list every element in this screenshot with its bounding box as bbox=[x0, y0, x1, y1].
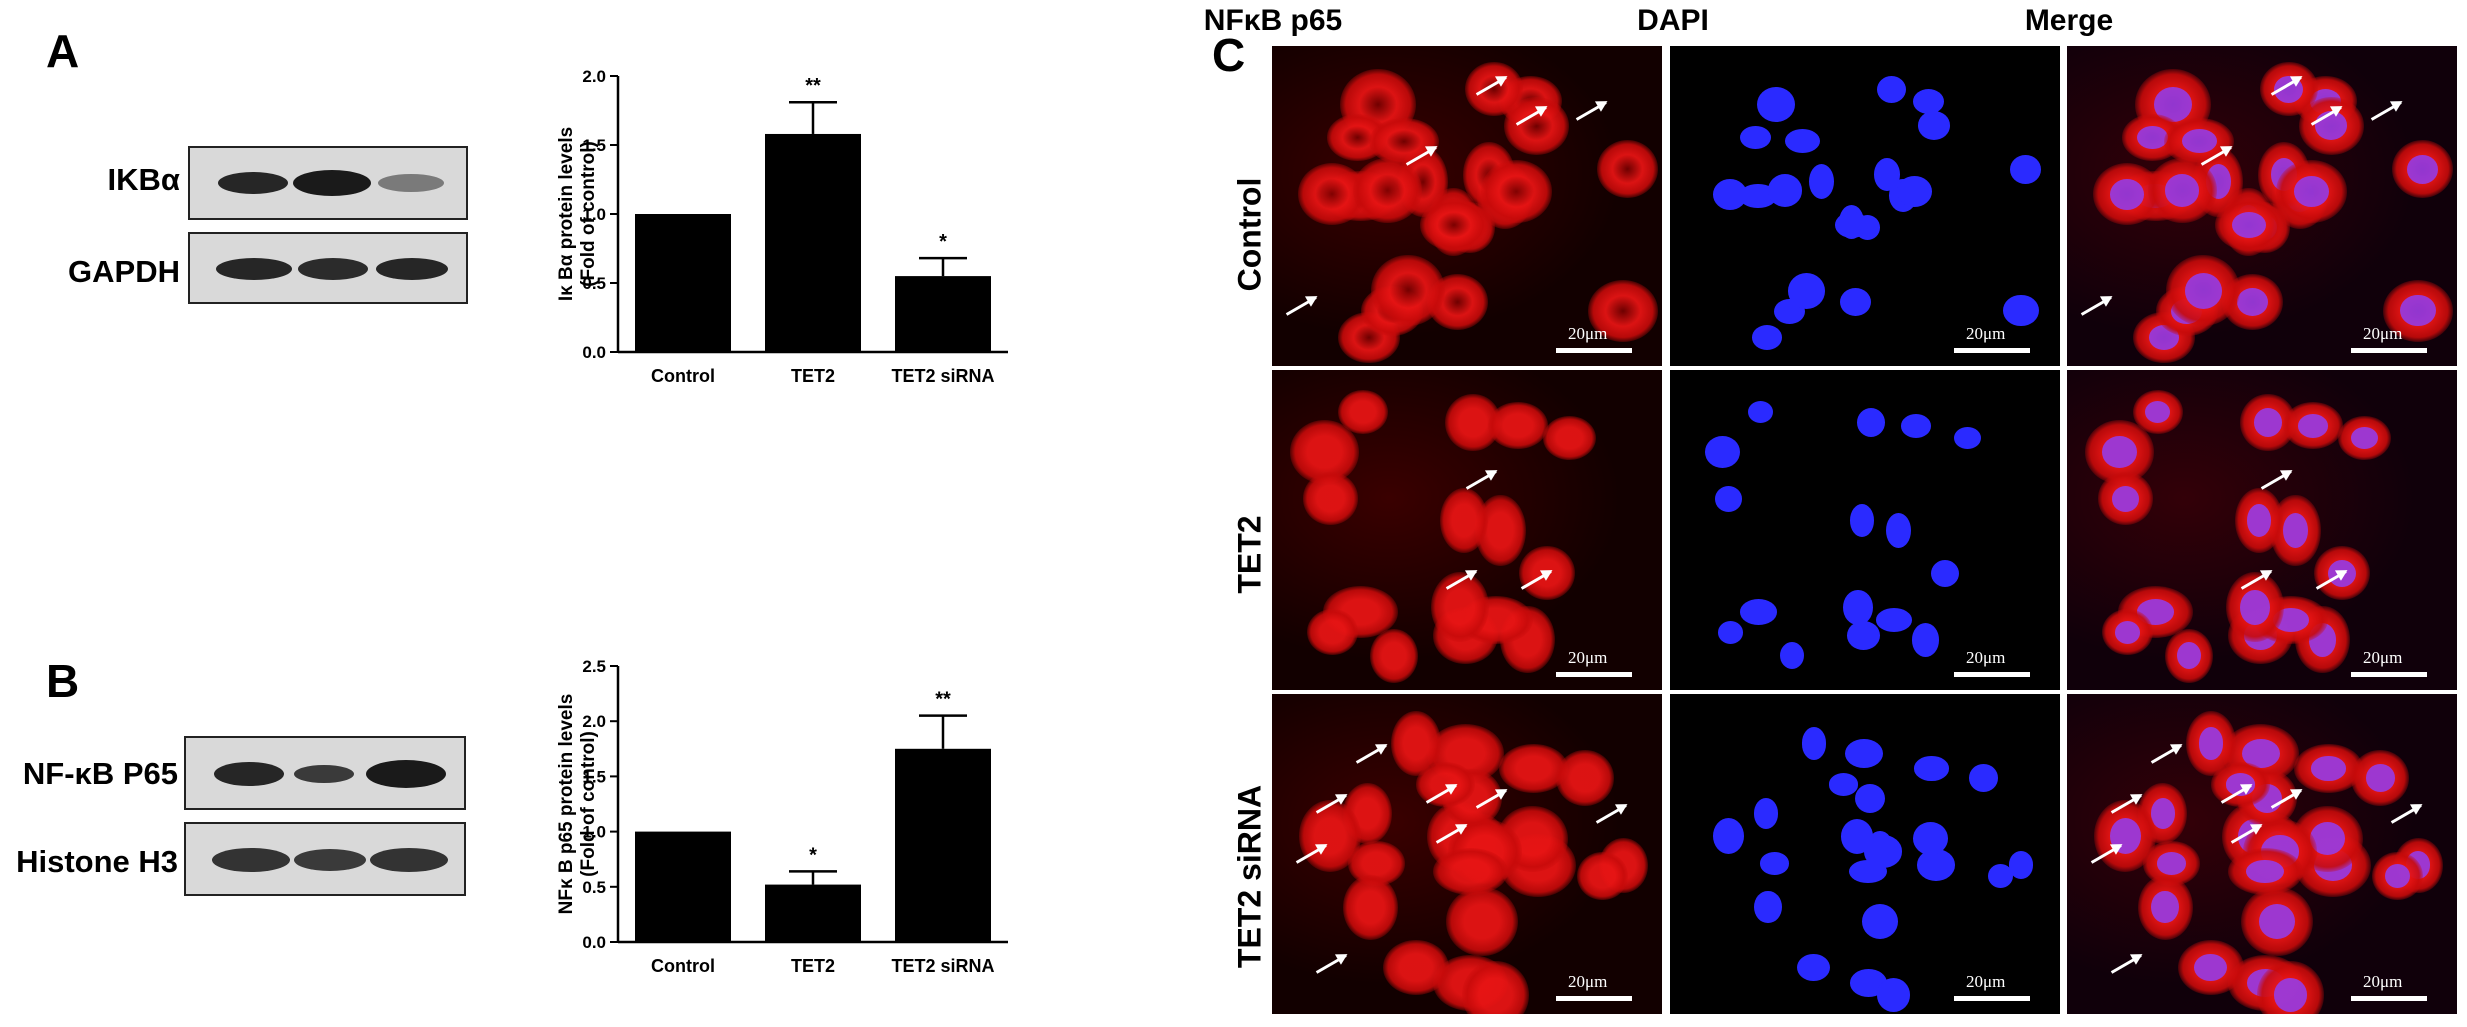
blot-label-ikba: IKBα bbox=[107, 162, 180, 197]
scale-bar-label: 20μm bbox=[1568, 972, 1608, 991]
significance-marker: ** bbox=[935, 689, 951, 711]
y-tick-label: 1.0 bbox=[582, 205, 606, 224]
western-blot-gapdh bbox=[188, 232, 468, 304]
column-header-nfkb-p65: NFκB p65 bbox=[1203, 4, 1343, 37]
scale-bar bbox=[2351, 672, 2427, 677]
blot-label-histone-h3: Histone H3 bbox=[16, 844, 178, 879]
western-blot-histone-h3 bbox=[184, 822, 466, 896]
panel-letter-a: A bbox=[46, 25, 80, 77]
bar-tet2 bbox=[765, 133, 861, 352]
micrograph-control-nfkb: 20μm bbox=[1272, 46, 1662, 366]
micrograph-tet2-nfkb: 20μm bbox=[1272, 370, 1662, 690]
bar-chart-ikba: Iκ Bα protein levels(Fold of control) 0.0… bbox=[556, 67, 1008, 386]
column-header-merge: Merge bbox=[2024, 4, 2114, 37]
scale-bar-label: 20μm bbox=[1966, 324, 2006, 343]
x-tick-label: TET2 bbox=[791, 956, 835, 976]
bar-tet2-sirna bbox=[895, 748, 991, 942]
scale-bar bbox=[1954, 672, 2030, 677]
y-axis-label: Iκ Bα protein levels(Fold of control) bbox=[556, 127, 599, 301]
panel-letter-b: B bbox=[46, 655, 80, 707]
bar-tet2 bbox=[765, 884, 861, 942]
micrograph-tet2-merge: 20μm bbox=[2067, 370, 2457, 690]
significance-marker: * bbox=[939, 231, 947, 253]
y-axis-label: NFκ B p65 protein levels(Fold of control… bbox=[556, 694, 599, 915]
x-tick-label: TET2 siRNA bbox=[891, 366, 994, 386]
blot-label-nfkb-p65: NF-κB P65 bbox=[22, 756, 178, 791]
blot-label-gapdh: GAPDH bbox=[68, 254, 180, 289]
x-tick-label: TET2 bbox=[791, 366, 835, 386]
bar-tet2-sirna bbox=[895, 276, 991, 352]
scale-bar bbox=[1556, 348, 1632, 353]
bar-control bbox=[635, 214, 731, 352]
y-tick-label: 2.0 bbox=[582, 712, 606, 731]
y-tick-label: 0.5 bbox=[582, 274, 606, 293]
column-header-dapi: DAPI bbox=[1637, 4, 1709, 37]
y-tick-label: 1.0 bbox=[582, 823, 606, 842]
scale-bar-label: 20μm bbox=[2363, 648, 2403, 667]
western-blot-nfkb-p65 bbox=[184, 736, 466, 810]
x-tick-label: Control bbox=[651, 366, 715, 386]
y-tick-label: 0.5 bbox=[582, 878, 606, 897]
significance-marker: * bbox=[809, 844, 817, 866]
scale-bar-label: 20μm bbox=[1568, 648, 1608, 667]
x-tick-label: Control bbox=[651, 956, 715, 976]
micrograph-tet2-sirna-merge: 20μm bbox=[2067, 694, 2457, 1014]
panel-letter-c: C bbox=[1212, 29, 1246, 81]
scale-bar bbox=[2351, 348, 2427, 353]
micrograph-tet2-dapi: 20μm bbox=[1670, 370, 2060, 690]
y-tick-label: 1.5 bbox=[582, 136, 606, 155]
micrograph-tet2-sirna-dapi: 20μm bbox=[1670, 694, 2060, 1014]
micrograph-tet2-sirna-nfkb: 20μm bbox=[1272, 694, 1662, 1014]
scale-bar bbox=[1556, 672, 1632, 677]
scale-bar-label: 20μm bbox=[1966, 972, 2006, 991]
scale-bar-label: 20μm bbox=[2363, 324, 2403, 343]
scale-bar-label: 20μm bbox=[2363, 972, 2403, 991]
micrograph-control-merge: 20μm bbox=[2067, 46, 2457, 366]
y-tick-label: 0.0 bbox=[582, 343, 606, 362]
scale-bar bbox=[2351, 996, 2427, 1001]
bar-chart-nfkb-p65: NFκ B p65 protein levels(Fold of control… bbox=[556, 657, 1008, 976]
western-blot-ikba bbox=[188, 146, 468, 220]
x-tick-label: TET2 siRNA bbox=[891, 956, 994, 976]
y-tick-label: 2.0 bbox=[582, 67, 606, 86]
significance-marker: ** bbox=[805, 75, 821, 97]
scale-bar bbox=[1954, 348, 2030, 353]
scale-bar-label: 20μm bbox=[1966, 648, 2006, 667]
y-tick-label: 1.5 bbox=[582, 767, 606, 786]
y-tick-label: 2.5 bbox=[582, 657, 606, 676]
micrograph-control-dapi: 20μm bbox=[1670, 46, 2060, 366]
scale-bar bbox=[1556, 996, 1632, 1001]
scale-bar bbox=[1954, 996, 2030, 1001]
bar-control bbox=[635, 831, 731, 942]
scale-bar-label: 20μm bbox=[1568, 324, 1608, 343]
y-tick-label: 0.0 bbox=[582, 933, 606, 952]
